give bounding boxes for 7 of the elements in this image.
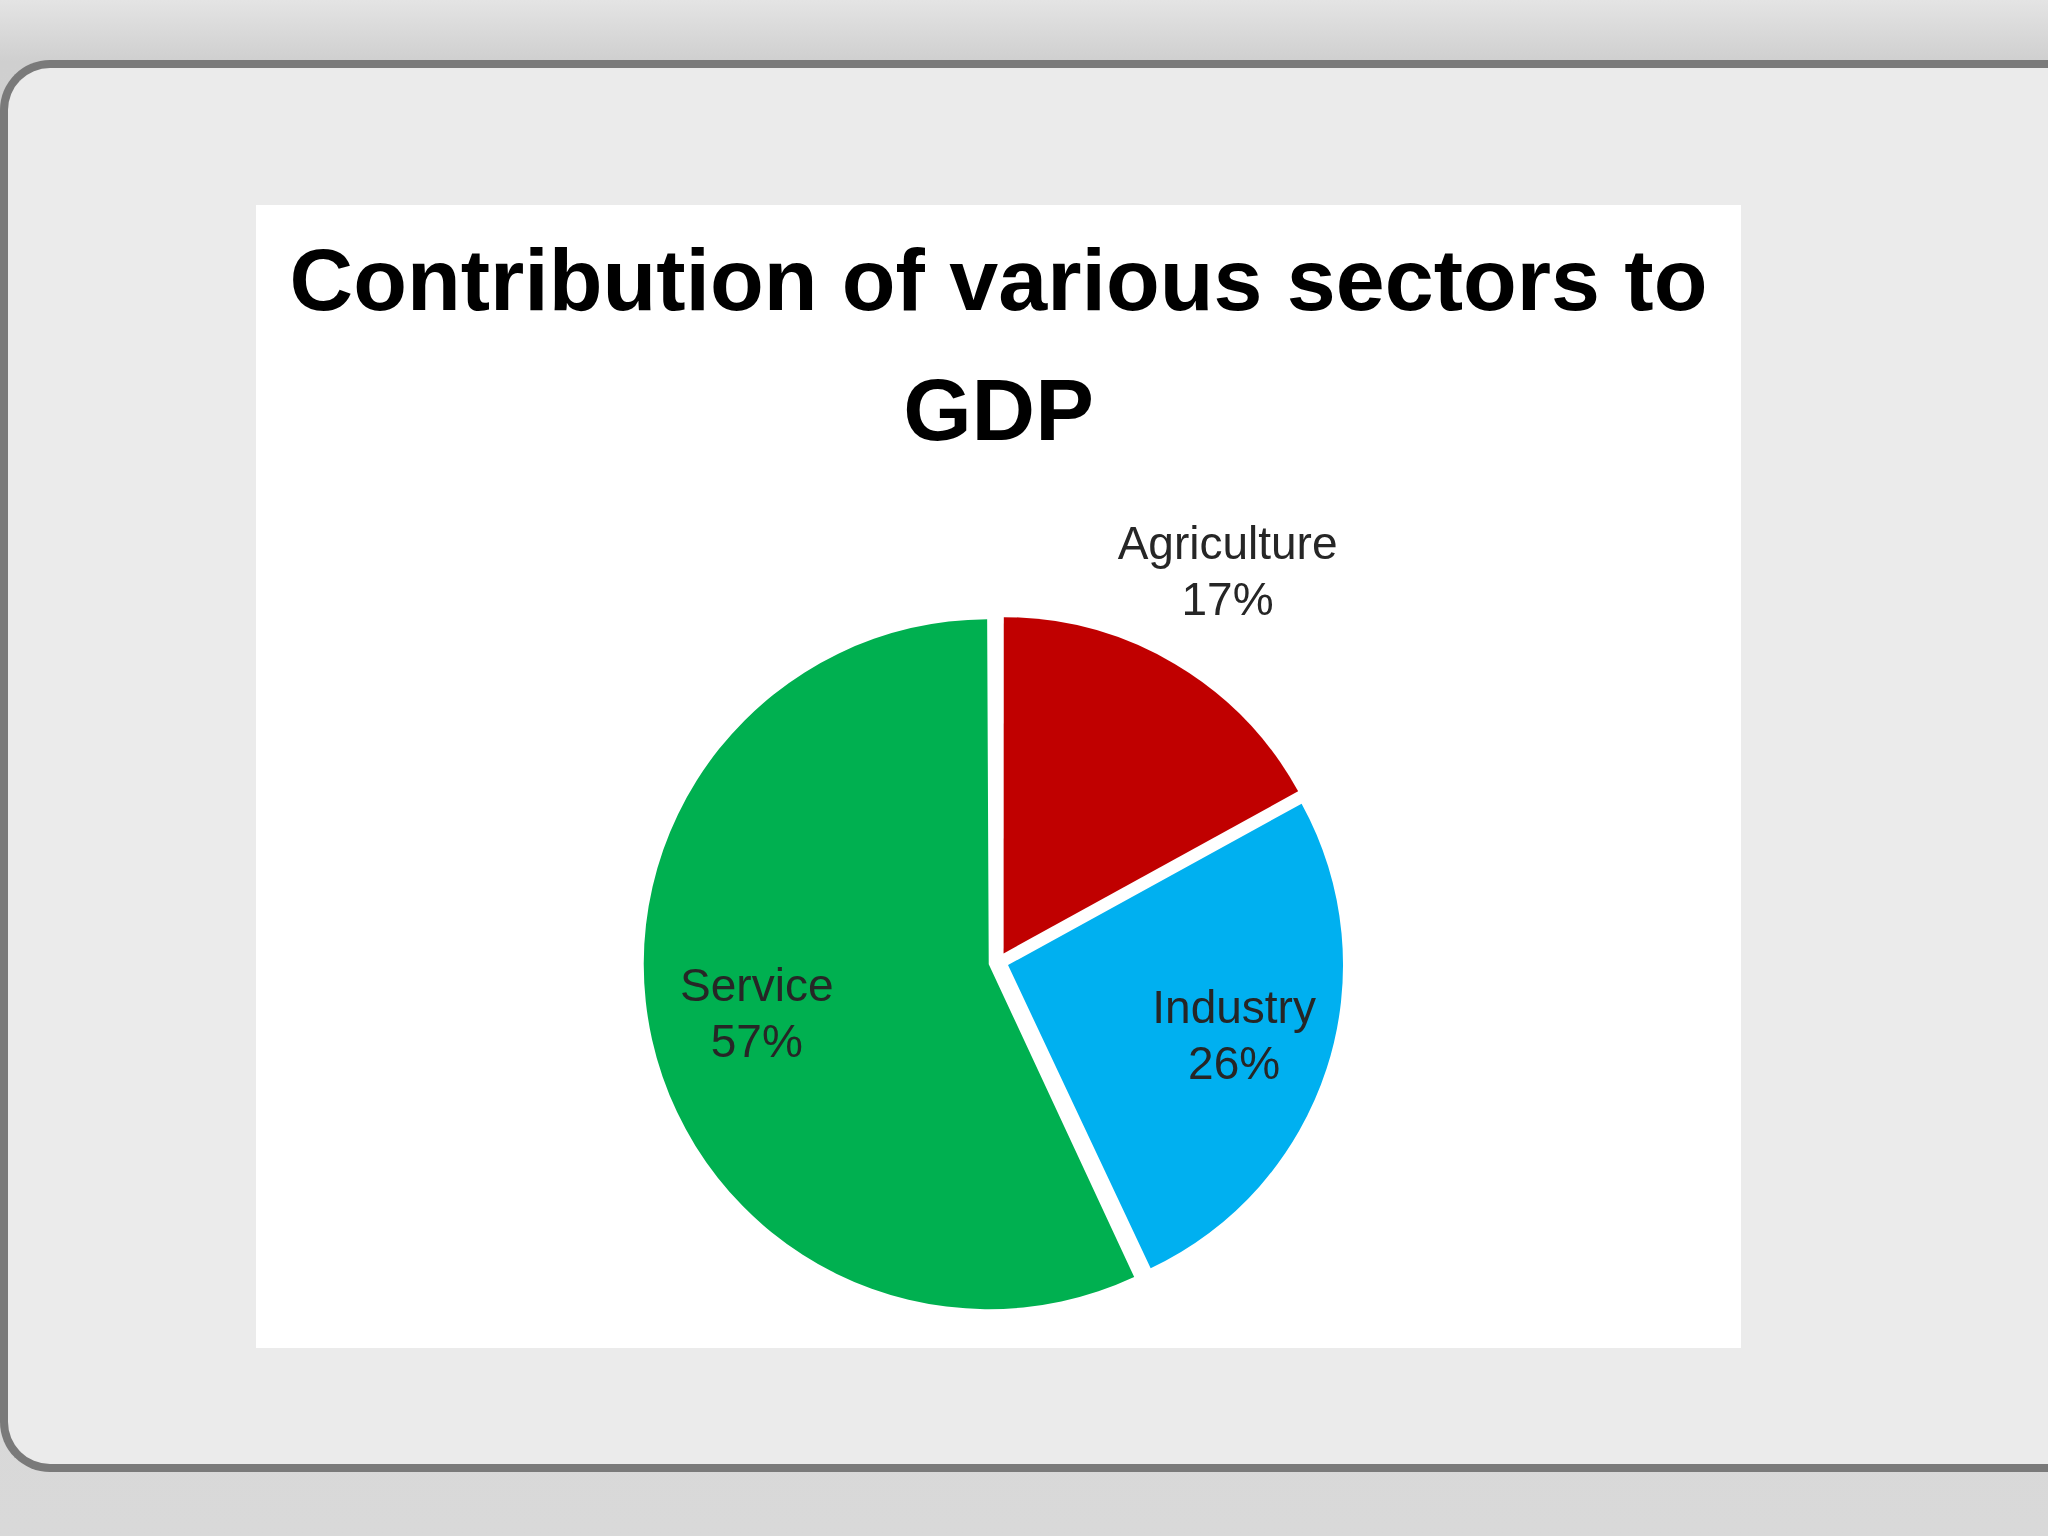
data-label: 57% <box>710 1014 803 1067</box>
slice-label: Service <box>680 958 834 1011</box>
slice-label: Industry <box>1152 981 1316 1034</box>
data-label: 26% <box>1188 1037 1281 1090</box>
chart-title: Contribution of various sectors to GDP <box>288 229 1709 461</box>
data-label: 17% <box>1181 573 1274 626</box>
slice-label: Agriculture <box>1117 517 1338 570</box>
